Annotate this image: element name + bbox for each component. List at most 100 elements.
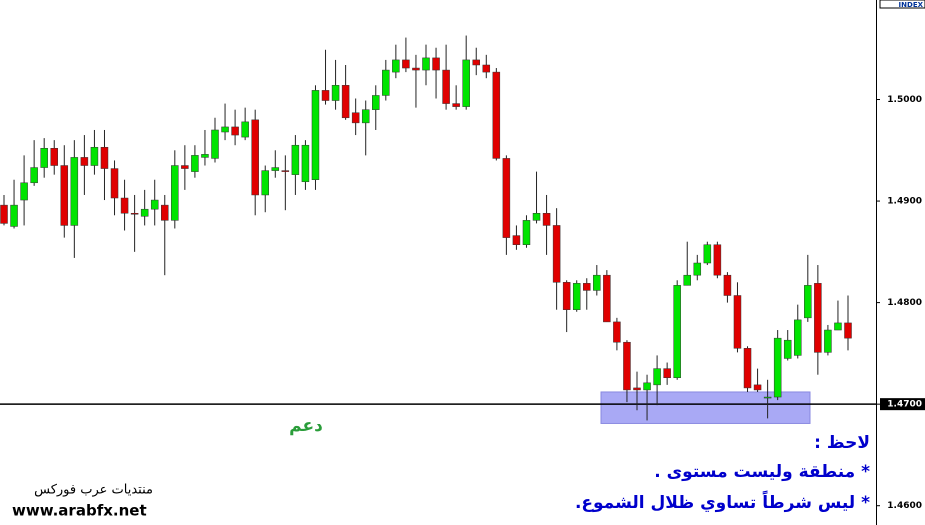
candle-body <box>593 274 601 291</box>
plot-area <box>0 35 876 424</box>
candle-body <box>251 119 259 196</box>
candle-body <box>20 182 28 201</box>
candle-body <box>10 204 18 227</box>
candle-body <box>311 90 320 180</box>
y-tick-label: 1.4600 <box>887 501 922 511</box>
candle-body <box>512 235 521 245</box>
candle-body <box>150 199 159 210</box>
candle-body <box>763 396 772 399</box>
note-title: لاحظ : <box>814 433 870 453</box>
candle-body <box>572 283 581 310</box>
candle-body <box>753 384 762 391</box>
candle-body <box>211 129 219 159</box>
candle-body <box>492 71 501 159</box>
candle-body <box>422 57 430 71</box>
candle-body <box>221 126 229 133</box>
candle-body <box>693 262 702 276</box>
candle-body <box>40 148 48 168</box>
candle-body <box>814 283 822 353</box>
support-label: دعم <box>289 416 323 436</box>
candle-body <box>583 283 591 291</box>
candle-body <box>392 59 400 73</box>
candle-body <box>120 197 129 214</box>
candle-body <box>50 148 58 166</box>
candle-body <box>633 387 641 391</box>
candle-body <box>351 112 360 124</box>
note: * منطقة وليست مستوى . <box>654 462 870 482</box>
candle-body <box>794 319 802 356</box>
candle-body <box>100 146 109 169</box>
candle-body <box>723 274 732 296</box>
candle-body <box>663 368 671 379</box>
candle-body <box>442 69 450 104</box>
candle-body <box>773 337 782 398</box>
candle-body <box>261 170 269 196</box>
candle-body <box>130 212 139 215</box>
candle-body <box>0 204 8 224</box>
y-tick-label: 1.4800 <box>887 298 922 308</box>
candle-body <box>603 274 611 323</box>
candle-body <box>201 154 209 158</box>
candle-body <box>161 204 169 221</box>
candle-body <box>733 295 742 349</box>
candle-body <box>412 67 420 71</box>
tick-highlight <box>880 398 925 411</box>
candle-body <box>532 212 541 221</box>
candle-body <box>361 109 370 124</box>
candle-body <box>301 144 310 183</box>
candle-body <box>824 329 832 353</box>
candle-body <box>382 69 390 96</box>
candle-body <box>70 157 79 226</box>
candle-body <box>542 212 551 226</box>
candle-body <box>231 126 239 136</box>
candle-body <box>804 285 812 319</box>
candle-body <box>643 382 651 391</box>
candle-body <box>703 244 712 264</box>
candle-body <box>502 158 511 238</box>
candle-body <box>60 165 69 226</box>
candle-body <box>452 103 460 107</box>
candle-body <box>341 85 350 119</box>
candle-body <box>80 157 89 166</box>
candle-body <box>281 170 290 172</box>
candle-body <box>683 274 691 286</box>
y-tick-label: 1.5000 <box>887 95 922 105</box>
axis-label-box <box>879 0 925 9</box>
candle-body <box>834 322 842 331</box>
y-tick-label: 1.4700 <box>887 400 922 410</box>
candle-body <box>844 322 852 339</box>
candle-body <box>562 282 571 310</box>
watermark-name: منتديات عرب فوركس <box>34 483 153 498</box>
candle-body <box>90 146 99 166</box>
candle-body <box>241 121 249 138</box>
candle-body <box>462 59 470 107</box>
candle-body <box>191 155 199 172</box>
candle-body <box>713 244 722 276</box>
candle-body <box>110 168 119 199</box>
candle-body <box>673 285 681 379</box>
candle-body <box>482 64 491 73</box>
candle-body <box>372 95 380 110</box>
candle-body <box>271 167 280 171</box>
candle-body <box>653 368 661 386</box>
candle-body <box>623 341 631 391</box>
candle-body <box>331 85 340 101</box>
candle-body <box>140 208 149 217</box>
candle-body <box>30 167 38 184</box>
y-tick-label: 1.4900 <box>887 197 922 207</box>
candle-body <box>171 165 179 221</box>
candle-body <box>321 90 330 101</box>
watermark-url: www.arabfx.net <box>12 502 147 520</box>
candle-body <box>432 57 440 71</box>
candle-body <box>613 321 621 343</box>
candle-body <box>181 165 189 169</box>
candle-body <box>783 339 792 359</box>
note: * ليس شرطاً تساوي ظلال الشموع. <box>575 489 870 513</box>
candle-body <box>291 144 300 175</box>
candle-body <box>552 225 561 283</box>
candle-body <box>402 59 410 69</box>
candle-body <box>522 220 531 245</box>
candle-body <box>472 59 480 66</box>
